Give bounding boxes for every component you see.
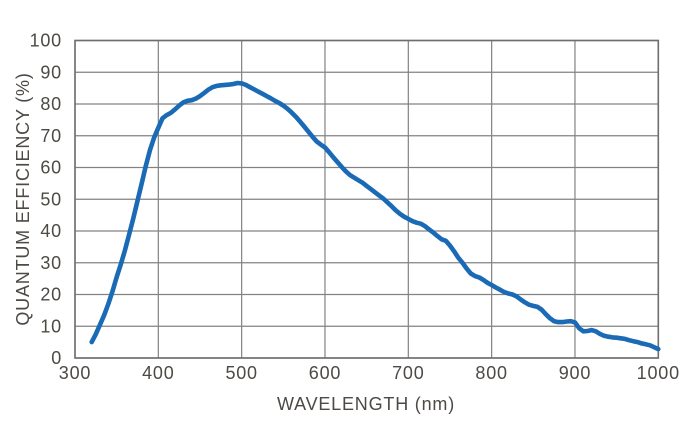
y-tick-label: 70 [40, 126, 62, 146]
y-tick-label: 20 [40, 285, 62, 305]
x-tick-label: 900 [559, 363, 591, 383]
x-tick-label: 300 [59, 363, 91, 383]
plot-border [74, 39, 660, 359]
y-tick-label: 30 [40, 253, 62, 273]
x-tick-label: 1000 [637, 363, 680, 383]
x-tick-label: 600 [309, 363, 341, 383]
x-tick-label: 800 [475, 363, 507, 383]
y-tick-label: 40 [40, 221, 62, 241]
y-tick-label: 100 [30, 31, 62, 51]
y-axis-title: QUANTUM EFFICIENCY (%) [13, 72, 33, 326]
x-tick-label: 700 [392, 363, 424, 383]
y-tick-label: 50 [40, 189, 62, 209]
x-tick-label: 500 [225, 363, 257, 383]
y-tick-label: 10 [40, 316, 62, 336]
y-tick-label: 80 [40, 94, 62, 114]
y-tick-label: 90 [40, 62, 62, 82]
y-tick-label: 60 [40, 158, 62, 178]
y-tick-label: 0 [51, 348, 62, 368]
qe-curve [89, 80, 661, 352]
x-axis-title: WAVELENGTH (nm) [276, 394, 455, 414]
x-tick-label: 400 [142, 363, 174, 383]
